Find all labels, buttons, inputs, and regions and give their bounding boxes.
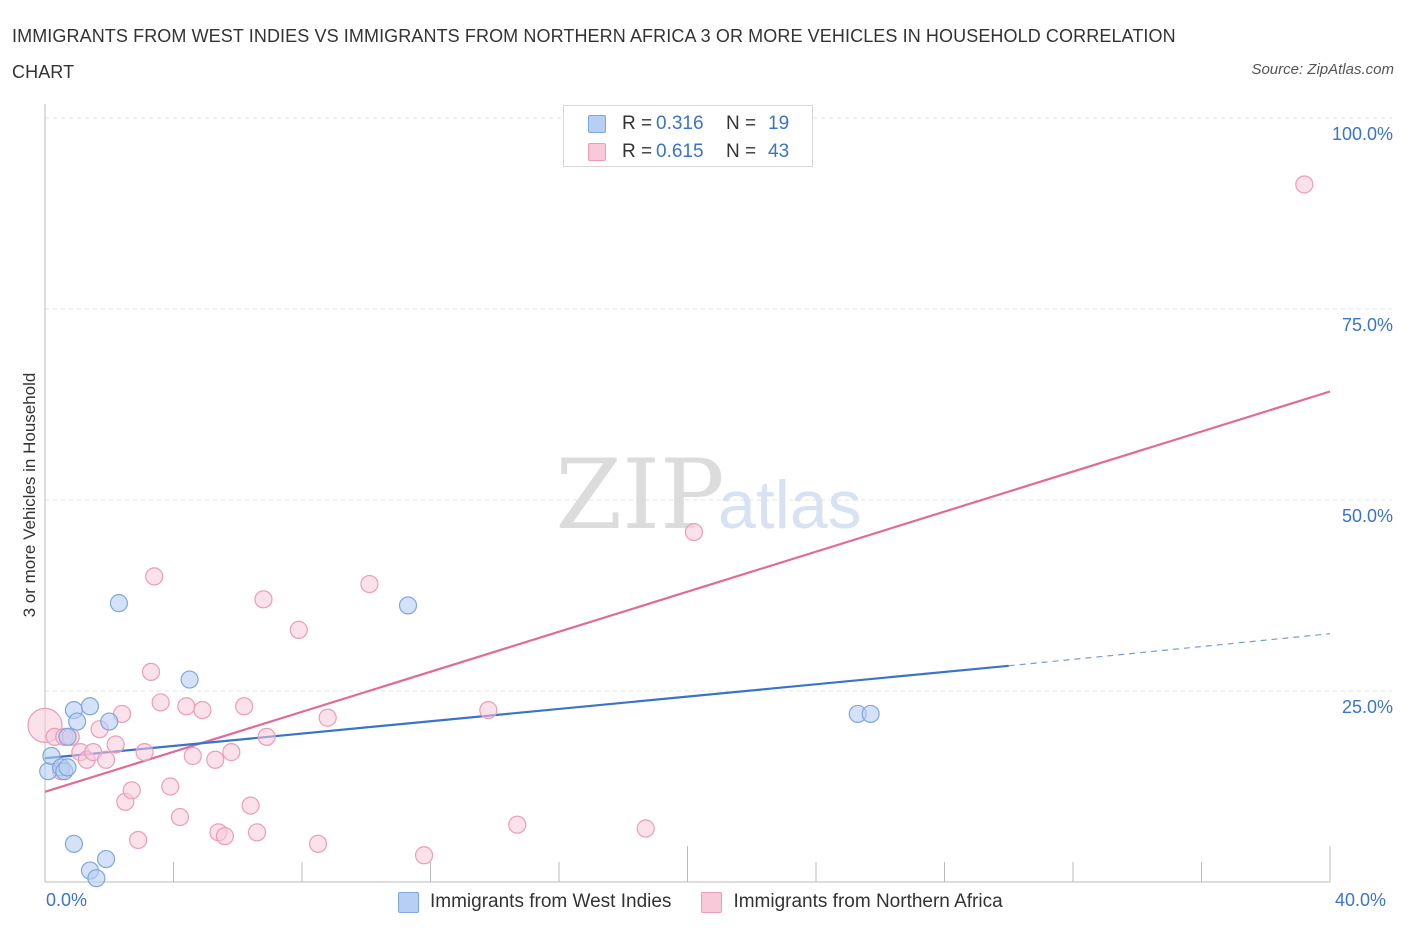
point-west-indies — [100, 712, 119, 731]
y-tick-label: 50.0% — [1342, 506, 1393, 526]
point-northern-africa — [247, 823, 267, 842]
r-value: 0.615 — [656, 141, 704, 162]
watermark: ZIP atlas — [555, 439, 861, 551]
point-northern-africa — [170, 807, 190, 827]
data-points — [27, 175, 1314, 888]
point-northern-africa — [122, 781, 141, 800]
swatch-west-indies — [588, 115, 606, 133]
source-label: Source: ZipAtlas.com — [1251, 61, 1394, 78]
stats-legend: R = 0.316 N = 19 R = 0.615 N = 43 — [563, 105, 813, 167]
point-west-indies — [64, 834, 84, 853]
swatch-northern-africa — [588, 143, 606, 161]
n-value: 19 — [768, 113, 790, 134]
point-northern-africa — [289, 620, 308, 639]
point-west-indies — [109, 594, 128, 613]
point-west-indies — [861, 704, 880, 724]
point-west-indies — [87, 869, 106, 888]
point-west-indies — [68, 712, 87, 731]
n-label: N = — [726, 113, 757, 134]
trend-line-west-indies — [44, 664, 1009, 760]
point-northern-africa — [508, 815, 527, 834]
trend-lines — [44, 390, 1331, 793]
point-northern-africa — [636, 819, 655, 838]
point-northern-africa — [183, 746, 202, 766]
point-northern-africa — [135, 743, 154, 762]
point-west-indies — [96, 849, 116, 869]
point-northern-africa — [215, 827, 234, 846]
series-legend: Immigrants from West Indies Immigrants f… — [398, 888, 1033, 916]
grid-lines — [45, 117, 1392, 692]
legend-swatch-west-indies — [398, 891, 419, 913]
legend-item-west-indies[interactable]: Immigrants from West Indies — [398, 891, 671, 913]
point-northern-africa — [141, 662, 161, 682]
x-tick-label-min: 0.0% — [46, 890, 88, 910]
point-northern-africa — [318, 708, 337, 727]
point-northern-africa — [360, 574, 379, 594]
r-label: R = — [622, 141, 653, 162]
n-label: N = — [726, 141, 757, 162]
point-west-indies — [180, 670, 199, 689]
legend-label-west-indies: Immigrants from West Indies — [430, 891, 672, 912]
n-value: 43 — [768, 141, 790, 162]
point-northern-africa — [308, 834, 328, 853]
x-tick-label-max: 40.0% — [1335, 890, 1387, 910]
point-northern-africa — [129, 830, 148, 850]
point-northern-africa — [235, 697, 254, 716]
watermark-atlas: atlas — [718, 467, 862, 543]
point-northern-africa — [684, 522, 704, 542]
point-northern-africa — [222, 743, 241, 762]
y-tick-label: 75.0% — [1342, 315, 1393, 335]
point-northern-africa — [241, 796, 260, 815]
y-tick-label: 25.0% — [1342, 697, 1393, 717]
point-northern-africa — [479, 700, 498, 720]
point-west-indies — [80, 697, 100, 716]
legend-swatch-northern-africa — [701, 891, 723, 913]
point-northern-africa — [414, 846, 434, 865]
point-northern-africa — [161, 777, 180, 796]
trend-line-northern-africa — [44, 390, 1331, 793]
y-tick-label: 100.0% — [1332, 124, 1393, 144]
point-northern-africa — [106, 735, 125, 754]
point-west-indies — [398, 596, 418, 615]
y-tick-labels: 25.0% 50.0% 75.0% 100.0% — [1332, 124, 1393, 717]
trend-line-west-indies-extension — [1008, 633, 1331, 667]
stats-row-west-indies: R = 0.316 N = 19 — [588, 112, 789, 136]
point-northern-africa — [96, 750, 116, 769]
point-northern-africa — [177, 697, 196, 716]
point-northern-africa — [254, 590, 273, 609]
point-northern-africa — [206, 750, 225, 769]
point-northern-africa — [145, 567, 164, 586]
point-west-indies — [58, 727, 77, 746]
legend-item-northern-africa[interactable]: Immigrants from Northern Africa — [701, 891, 1003, 913]
point-northern-africa — [1295, 175, 1314, 194]
stats-row-northern-africa: R = 0.615 N = 43 — [588, 140, 789, 164]
r-label: R = — [622, 113, 653, 134]
legend-label-northern-africa: Immigrants from Northern Africa — [733, 891, 1003, 912]
point-west-indies — [58, 758, 77, 777]
point-northern-africa — [193, 700, 212, 720]
point-northern-africa — [151, 693, 170, 712]
r-value: 0.316 — [656, 113, 704, 134]
point-northern-africa — [257, 727, 276, 746]
chart-title: IMMIGRANTS FROM WEST INDIES VS IMMIGRANT… — [12, 26, 1176, 82]
